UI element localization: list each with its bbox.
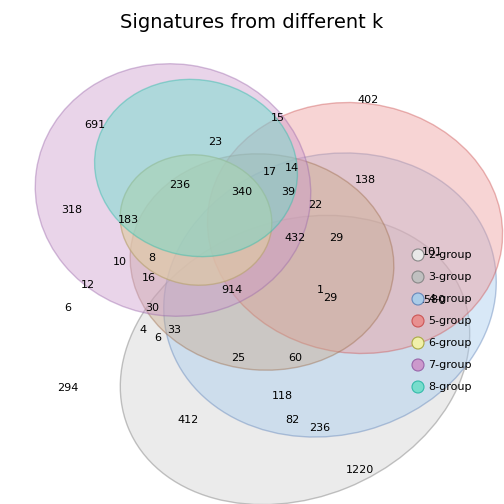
Circle shape [412,381,424,393]
Ellipse shape [130,154,394,370]
Text: 432: 432 [284,233,305,243]
Ellipse shape [208,102,502,353]
Circle shape [412,293,424,305]
Circle shape [412,249,424,261]
Text: 29: 29 [329,233,343,243]
Text: 17: 17 [263,167,277,177]
Text: 294: 294 [57,383,79,393]
Text: 7-group: 7-group [428,360,472,370]
Text: 101: 101 [421,247,443,257]
Text: 12: 12 [81,280,95,290]
Text: 5-group: 5-group [428,316,471,326]
Text: 33: 33 [167,325,181,335]
Text: 236: 236 [169,180,191,190]
Text: 4-group: 4-group [428,294,472,304]
Text: Signatures from different k: Signatures from different k [120,13,384,31]
Ellipse shape [120,155,272,285]
Circle shape [412,315,424,327]
Text: 8-group: 8-group [428,382,472,392]
Text: 2-group: 2-group [428,250,472,260]
Text: 3-group: 3-group [428,272,471,282]
Text: 39: 39 [281,187,295,197]
Circle shape [412,337,424,349]
Text: 402: 402 [357,95,379,105]
Text: 6: 6 [65,303,72,313]
Text: 25: 25 [231,353,245,363]
Text: 6-group: 6-group [428,338,471,348]
Text: 82: 82 [285,415,299,425]
Text: 118: 118 [272,391,292,401]
Text: 15: 15 [271,113,285,123]
Text: 183: 183 [117,215,139,225]
Text: 691: 691 [85,120,105,130]
Text: 1580: 1580 [418,295,446,305]
Text: 138: 138 [354,175,375,185]
Text: 8: 8 [149,253,156,263]
Text: 1: 1 [317,285,324,295]
Circle shape [412,359,424,371]
Text: 29: 29 [323,293,337,303]
Text: 6: 6 [155,333,161,343]
Ellipse shape [35,64,311,316]
Ellipse shape [95,79,297,257]
Text: 914: 914 [221,285,242,295]
Text: 22: 22 [308,200,322,210]
Text: 4: 4 [140,325,147,335]
Text: 236: 236 [309,423,331,433]
Ellipse shape [164,153,496,437]
Text: 60: 60 [288,353,302,363]
Text: 412: 412 [177,415,199,425]
Text: 340: 340 [231,187,253,197]
Text: 16: 16 [142,273,156,283]
Text: 30: 30 [145,303,159,313]
Text: 23: 23 [208,137,222,147]
Circle shape [412,271,424,283]
Text: 1220: 1220 [346,465,374,475]
Text: 14: 14 [285,163,299,173]
Text: 10: 10 [113,257,127,267]
Text: 318: 318 [61,205,83,215]
Ellipse shape [120,215,470,504]
